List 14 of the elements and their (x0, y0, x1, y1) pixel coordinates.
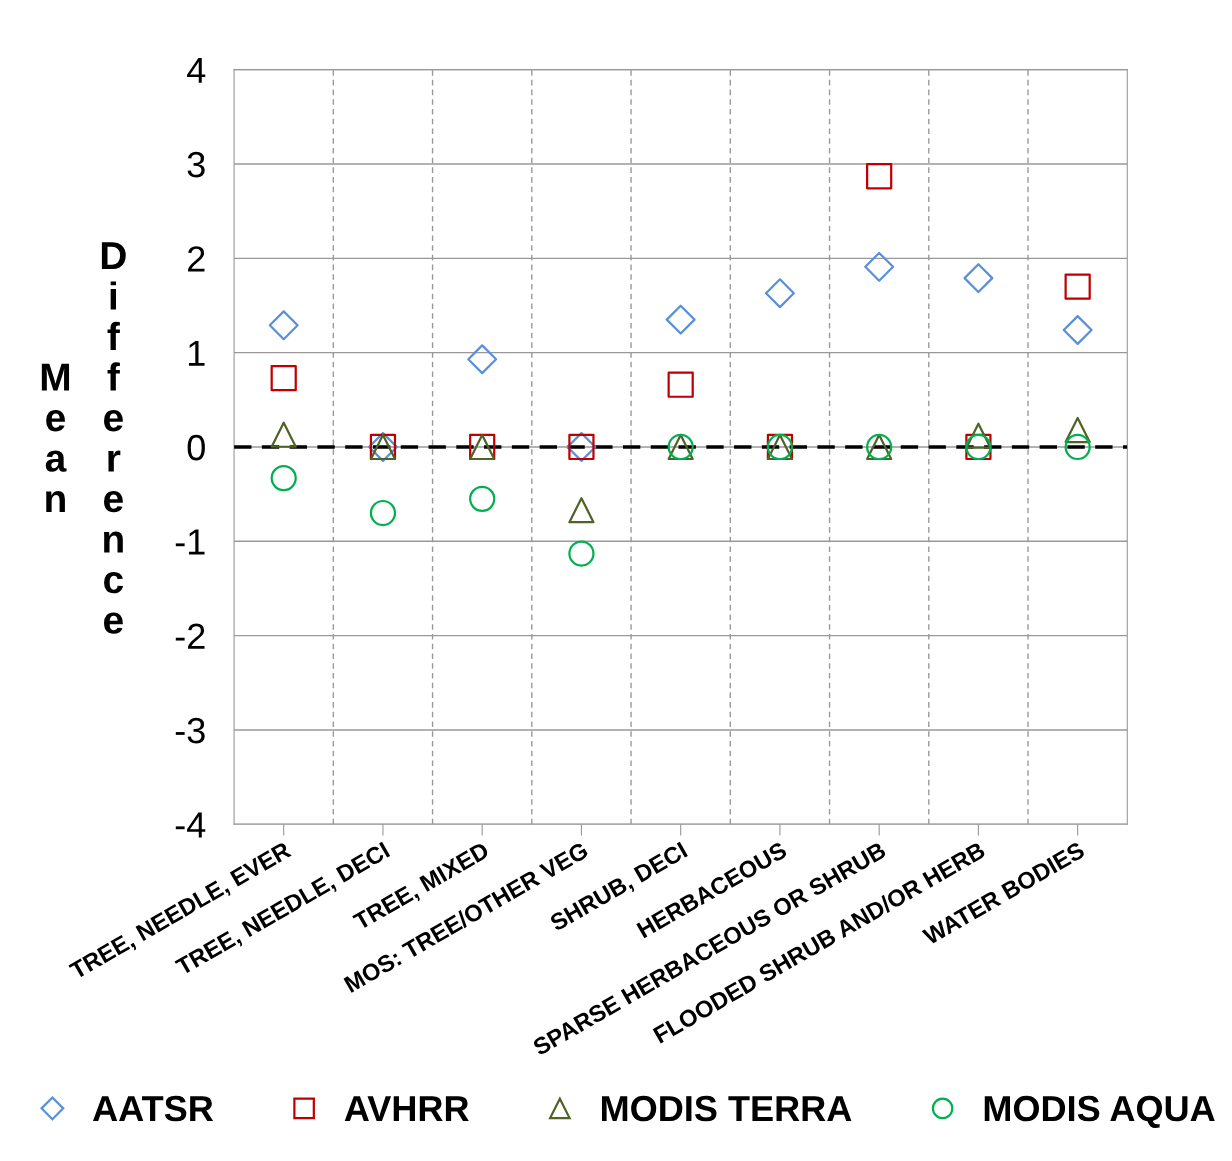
y-tick-label: -1 (175, 529, 205, 555)
y-tick-label: 3 (187, 151, 205, 178)
legend-label: MODIS TERRA (601, 1095, 852, 1122)
y-tick-label: 1 (188, 340, 205, 366)
y-tick-label: -2 (175, 623, 205, 649)
y-tick-label: -3 (175, 717, 205, 744)
y-tick-label: 0 (187, 434, 205, 461)
legend-label: AATSR (93, 1095, 214, 1122)
y-tick-label: 2 (188, 246, 205, 272)
legend-label: MODIS AQUA (984, 1095, 1215, 1129)
legend-label: AVHRR (344, 1096, 469, 1122)
text: Mean Difference (41, 242, 126, 634)
y-tick-label: -4 (175, 812, 206, 838)
y-tick-label: 4 (187, 57, 206, 83)
